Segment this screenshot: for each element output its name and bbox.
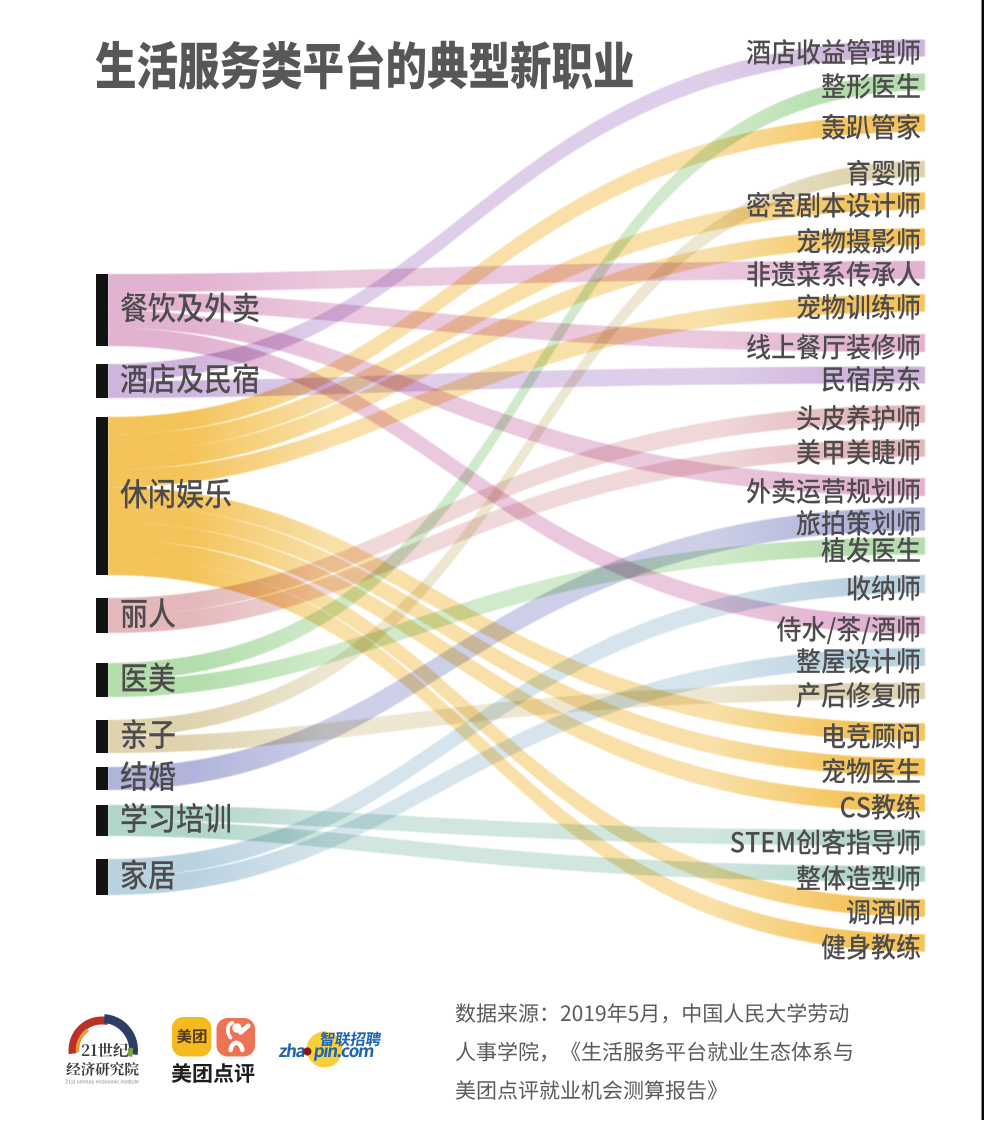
svg-text:21st century economic institut: 21st century economic institute: [65, 1080, 139, 1086]
